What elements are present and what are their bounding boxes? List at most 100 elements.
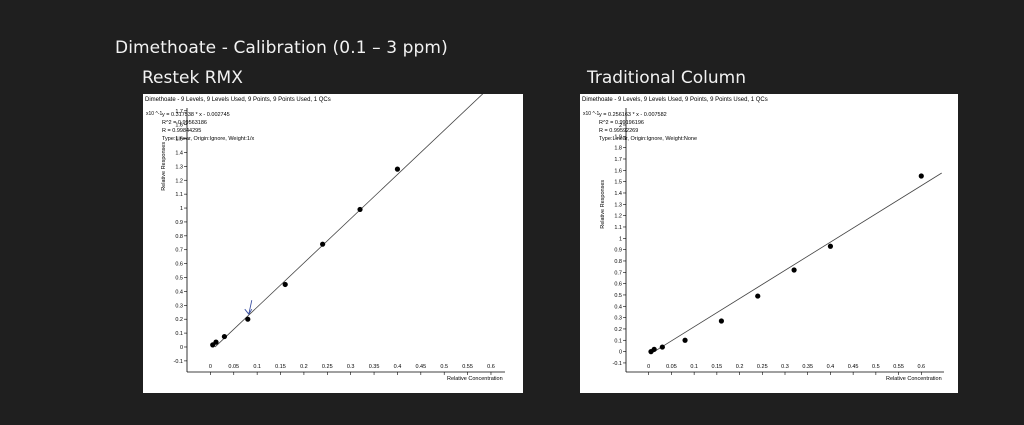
x-tick-label: 0.55: [462, 364, 473, 370]
fit-line: [214, 94, 484, 348]
x-tick-label: 0.1: [690, 364, 698, 370]
y-tick-label: 0.9: [175, 220, 183, 226]
y-tick-label: 0.8: [614, 259, 622, 265]
x-tick-label: 0: [209, 364, 212, 370]
y-tick-label: 1.2: [614, 214, 622, 220]
x-tick-label: 0.2: [300, 364, 308, 370]
calibration-chart-traditional: -0.1 0 0.1 0.2 0.3 0.4 0.5 0.6 0.7 0.8 0.9 1 1.1 1.2 1…: [580, 94, 958, 393]
y-tick-label: 1.8: [614, 146, 622, 152]
y-tick-label: 1.3: [614, 202, 622, 208]
x-tick-label: 0.55: [893, 364, 904, 370]
y-tick-label: 0.2: [175, 317, 183, 323]
data-point: [718, 318, 724, 324]
regression-equation: y = 0.256163 * x - 0.007582: [599, 112, 667, 118]
y-tick-label: 1: [180, 206, 183, 212]
y-tick-label: -0.1: [174, 359, 183, 365]
x-tick-label: 0.6: [487, 364, 495, 370]
x-tick-label: 0.5: [440, 364, 448, 370]
y-tick-label: 1.3: [175, 164, 183, 170]
y-tick-label: 1: [619, 236, 622, 242]
data-point: [827, 243, 834, 249]
x-tick-label: 0.05: [228, 364, 239, 370]
y-tick-label: 1.4: [614, 191, 622, 197]
data-point: [320, 241, 326, 247]
y-tick-label: -0.1: [613, 361, 622, 367]
x-tick-label: 0.15: [275, 364, 286, 370]
x-axis-label: Relative Concentration: [447, 376, 503, 382]
x-tick-label: 0.35: [369, 364, 380, 370]
chart-plot-traditional: -0.1 0 0.1 0.2 0.3 0.4 0.5 0.6 0.7 0.8 0.9 1 1.1 1.2 1…: [600, 108, 944, 382]
x-tick-label: 0.3: [347, 364, 355, 370]
y-tick-label: 1.1: [614, 225, 622, 231]
y-exponent: x10 ^-1: [146, 111, 163, 117]
x-axis-label: Relative Concentration: [886, 376, 942, 382]
x-tick-label: 0.4: [827, 364, 835, 370]
panel-label-traditional: Traditional Column: [587, 68, 747, 88]
data-point: [245, 316, 251, 322]
data-point: [918, 173, 924, 179]
regression-r: R = 0.99592269: [599, 128, 639, 134]
y-tick-label: 1.6: [614, 168, 622, 174]
x-tick-label: 0: [647, 364, 650, 370]
y-tick-label: 0.6: [175, 262, 183, 268]
data-point: [682, 337, 688, 343]
regression-r-squared: R^2 = 0.99563186: [162, 120, 207, 126]
y-tick-label: 0.9: [614, 248, 622, 254]
calibration-chart-restek: -0.1 0 0.1 0.2 0.3 0.4 0.5 0.6 0.7 0.8 0.9 1 1.1 1.2 1…: [143, 94, 523, 393]
x-tick-label: 0.2: [736, 364, 744, 370]
x-tick-label: 0.35: [802, 364, 813, 370]
y-tick-label: 0.6: [614, 282, 622, 288]
data-point: [659, 344, 665, 350]
y-tick-label: 1.7: [614, 157, 622, 163]
panel-label-restek: Restek RMX: [142, 68, 243, 88]
regression-type: Type:Linear, Origin:Ignore, Weight:1/x: [162, 136, 255, 142]
y-tick-label: 1.4: [175, 150, 183, 156]
chart-plot-restek: -0.1 0 0.1 0.2 0.3 0.4 0.5 0.6 0.7 0.8 0.9 1 1.1 1.2 1…: [161, 94, 505, 382]
y-tick-label: 0.3: [614, 316, 622, 322]
x-tick-label: 0.25: [322, 364, 333, 370]
y-tick-label: 1.2: [175, 178, 183, 184]
x-tick-label: 0.1: [253, 364, 261, 370]
y-tick-label: 2: [619, 123, 622, 129]
slide-title: Dimethoate - Calibration (0.1 – 3 ppm): [115, 38, 448, 58]
regression-info: y = 0.256163 * x - 0.007582 R^2 = 0.9919…: [599, 111, 697, 143]
arrow-icon: [244, 300, 253, 315]
x-tick-label: 0.3: [781, 364, 789, 370]
regression-r-squared: R^2 = 0.99196196: [599, 120, 644, 126]
x-tick-label: 0.4: [394, 364, 402, 370]
y-tick-label: 1.1: [175, 192, 183, 198]
y-tick-label: 0.8: [175, 234, 183, 240]
x-tick-label: 0.6: [917, 364, 925, 370]
y-tick-label: 1.6: [175, 123, 183, 129]
x-tick-label: 0.15: [711, 364, 722, 370]
data-point: [651, 346, 657, 352]
x-tick-label: 0.45: [415, 364, 426, 370]
y-tick-label: 0: [619, 350, 622, 356]
regression-r: R = 0.99844295: [162, 128, 202, 134]
y-tick-label: 0.4: [614, 304, 622, 310]
data-point: [213, 339, 219, 345]
data-point: [755, 293, 761, 299]
y-tick-label: 0.5: [614, 293, 622, 299]
x-tick-label: 0.45: [848, 364, 859, 370]
data-point: [791, 267, 797, 273]
y-tick-label: 0.4: [175, 289, 183, 295]
y-tick-label: 0.2: [614, 327, 622, 333]
data-point: [394, 166, 401, 172]
y-tick-label: 0.7: [614, 270, 622, 276]
y-axis-label: Relative Responses: [600, 180, 606, 229]
chart-header: Dimethoate - 9 Levels, 9 Levels Used, 9 …: [582, 97, 768, 103]
y-tick-label: 0.3: [175, 303, 183, 309]
y-tick-label: 1.5: [614, 180, 622, 186]
fit-line: [653, 172, 942, 353]
data-point: [221, 333, 228, 340]
x-tick-label: 0.25: [757, 364, 768, 370]
y-exponent: x10 ^-1: [583, 111, 600, 117]
y-tick-label: 0.7: [175, 248, 183, 254]
x-tick-label: 0.05: [666, 364, 677, 370]
data-point: [282, 281, 288, 288]
y-tick-label: 1.9: [614, 134, 622, 140]
y-axis-label: Relative Responses: [161, 142, 167, 191]
regression-equation: y = 0.317538 * x - 0.002745: [162, 112, 230, 118]
y-tick-label: 1.5: [175, 137, 183, 143]
